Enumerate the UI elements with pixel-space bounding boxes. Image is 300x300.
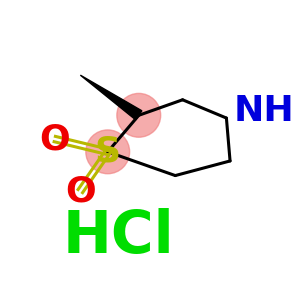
- Text: S: S: [95, 135, 121, 169]
- Polygon shape: [80, 75, 142, 120]
- Text: O: O: [65, 174, 96, 208]
- Text: HCl: HCl: [63, 208, 175, 265]
- Circle shape: [86, 130, 130, 174]
- Text: NH: NH: [234, 94, 295, 128]
- Circle shape: [117, 93, 161, 137]
- Text: O: O: [39, 122, 70, 156]
